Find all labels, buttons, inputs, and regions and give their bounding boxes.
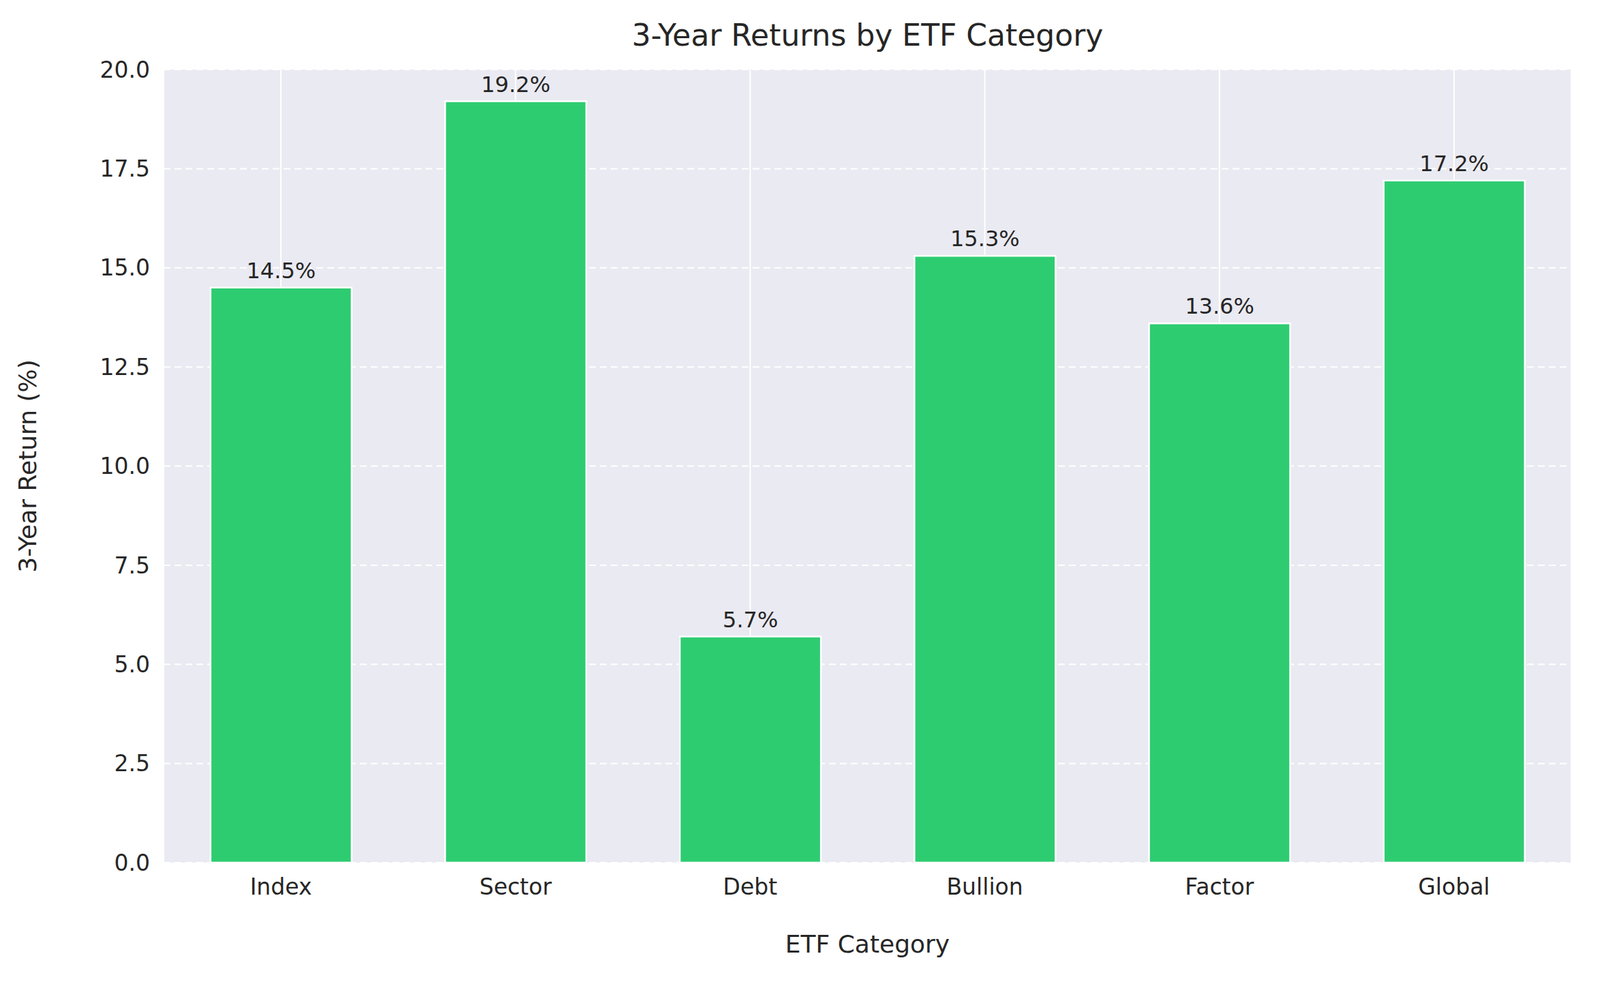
- svg-text:Global: Global: [1417, 873, 1490, 900]
- svg-text:14.5%: 14.5%: [246, 257, 317, 284]
- svg-text:Debt: Debt: [723, 873, 778, 900]
- svg-text:Factor: Factor: [1184, 873, 1254, 900]
- svg-text:17.5: 17.5: [100, 155, 150, 183]
- svg-text:ETF Category: ETF Category: [785, 929, 950, 958]
- svg-text:19.2%: 19.2%: [481, 71, 551, 98]
- svg-text:Index: Index: [250, 873, 313, 900]
- svg-text:15.0: 15.0: [100, 254, 150, 281]
- svg-text:2.5: 2.5: [114, 749, 150, 777]
- svg-text:3-Year Return (%): 3-Year Return (%): [13, 359, 42, 573]
- svg-text:13.6%: 13.6%: [1184, 293, 1255, 320]
- svg-text:5.7%: 5.7%: [722, 606, 778, 633]
- svg-text:Sector: Sector: [479, 873, 553, 900]
- svg-text:10.0: 10.0: [100, 452, 150, 480]
- svg-text:0.0: 0.0: [114, 849, 150, 877]
- svg-text:Bullion: Bullion: [946, 873, 1023, 900]
- svg-text:7.5: 7.5: [114, 552, 150, 579]
- svg-text:12.5: 12.5: [100, 353, 150, 381]
- svg-text:20.0: 20.0: [100, 56, 150, 84]
- svg-text:5.0: 5.0: [114, 651, 150, 678]
- html-text:3-Year Returns by ETF Category: 3-Year Returns by ETF Category: [631, 17, 1104, 53]
- svg-text:17.2%: 17.2%: [1419, 150, 1489, 177]
- svg-text:15.3%: 15.3%: [950, 225, 1020, 252]
